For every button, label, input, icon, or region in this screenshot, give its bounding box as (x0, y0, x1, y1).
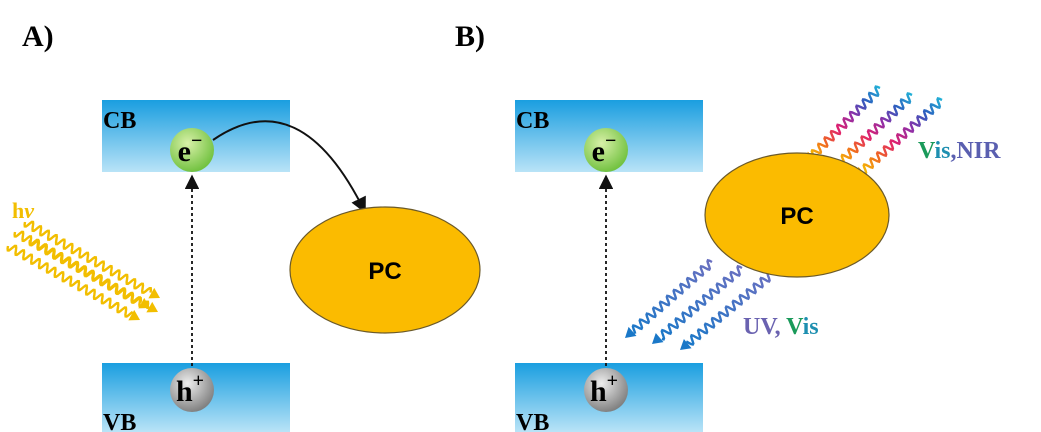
symbol: h (590, 375, 607, 408)
panel-label: A) (22, 20, 54, 53)
segment: UV, (743, 314, 786, 340)
charge: − (605, 130, 616, 152)
symbol: e (592, 135, 605, 168)
charge: + (607, 370, 618, 392)
diagram: A) CB VB e− h+ PC hν B) CB VB e− h+ PC V… (0, 0, 1041, 432)
h: h (12, 198, 24, 223)
charge: + (193, 370, 204, 392)
segment: is (803, 314, 819, 340)
symbol: h (176, 375, 193, 408)
vb-label: VB (516, 410, 549, 432)
charge: − (191, 130, 202, 152)
segment: V (786, 314, 804, 340)
segment: is (934, 138, 950, 164)
cb-label: CB (516, 108, 549, 134)
light-label: hν (12, 198, 34, 223)
outgoing-light-label: UV, Vis (743, 314, 819, 340)
wave (812, 87, 880, 159)
pc-label: PC (368, 258, 401, 285)
symbol: e (178, 135, 191, 168)
wave (25, 222, 151, 293)
wave (633, 260, 712, 333)
pc-label: PC (780, 203, 813, 230)
page: A) CB VB e− h+ PC hν B) CB VB e− h+ PC V… (0, 0, 1041, 432)
cb-label: CB (103, 108, 136, 134)
vb-label: VB (103, 410, 136, 432)
segment: V (918, 138, 936, 164)
panel-label: B) (455, 20, 485, 53)
nu: ν (24, 198, 34, 223)
incoming-light-label: Vis,NIR (918, 138, 1001, 164)
wave (662, 266, 742, 339)
segment: ,NIR (950, 138, 1001, 164)
